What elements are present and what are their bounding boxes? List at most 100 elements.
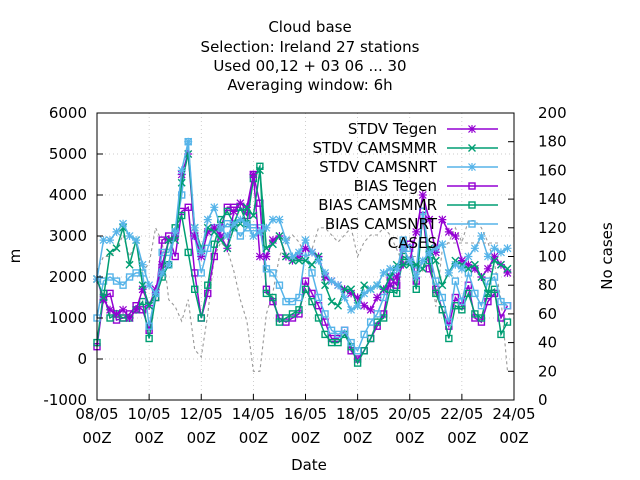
data-point	[386, 281, 395, 290]
data-point	[301, 277, 310, 285]
data-point	[366, 285, 375, 294]
data-point	[184, 248, 192, 257]
data-point	[321, 268, 330, 277]
data-point	[190, 223, 199, 232]
data-point	[464, 260, 473, 269]
data-point	[483, 252, 492, 261]
legend-label: BIAS Tegen	[354, 177, 437, 195]
data-point	[268, 215, 277, 224]
data-point	[360, 301, 369, 310]
data-point	[379, 268, 388, 277]
data-point	[255, 252, 264, 261]
data-point	[262, 265, 271, 273]
data-point	[288, 310, 297, 318]
y2-tick-label: 180	[538, 133, 567, 151]
data-point	[477, 273, 486, 281]
data-point	[399, 260, 408, 269]
data-point	[301, 236, 310, 245]
data-point	[340, 293, 349, 302]
data-point	[164, 236, 173, 245]
data-point	[288, 252, 297, 261]
data-point	[418, 191, 427, 199]
data-point	[497, 330, 505, 339]
data-point	[412, 273, 421, 281]
data-point	[236, 232, 245, 240]
data-point	[145, 301, 154, 310]
data-point	[503, 268, 512, 277]
series-line	[96, 153, 508, 308]
data-point	[483, 264, 492, 273]
data-point	[347, 305, 356, 314]
y2-axis: 0 20 40 60 80 100 120 140 160 180 200	[508, 104, 567, 409]
y2-tick-label: 200	[538, 104, 567, 122]
data-point	[366, 305, 375, 314]
data-point	[496, 248, 505, 257]
data-point	[392, 264, 401, 273]
data-point	[255, 166, 264, 175]
data-point	[112, 244, 121, 253]
data-point	[197, 248, 206, 257]
data-point	[281, 252, 290, 261]
legend-marker	[468, 163, 476, 171]
data-point	[314, 293, 323, 302]
data-point	[308, 260, 317, 269]
x-tick-date: 20/05	[388, 405, 431, 423]
y2-tick-label: 0	[538, 391, 548, 409]
data-point	[458, 297, 466, 306]
y-axis: -1000 0 1000 2000 3000 4000 5000 6000	[43, 104, 103, 409]
data-point	[301, 244, 310, 253]
data-point	[275, 318, 284, 326]
data-point	[334, 330, 342, 339]
data-point	[210, 203, 219, 212]
data-point	[249, 232, 258, 240]
data-point	[112, 227, 121, 236]
data-point	[119, 305, 128, 314]
data-point	[197, 314, 205, 322]
data-point	[99, 295, 108, 304]
data-point	[106, 314, 114, 322]
data-point	[145, 281, 154, 290]
data-point	[432, 277, 440, 285]
data-point	[138, 285, 147, 294]
data-point	[236, 215, 245, 224]
data-point	[412, 285, 420, 293]
data-point	[321, 273, 330, 281]
data-point	[457, 264, 466, 273]
x-tick-date: 12/05	[180, 405, 223, 423]
data-point	[445, 318, 453, 326]
data-point	[405, 256, 414, 265]
data-point	[496, 260, 505, 269]
legend-marker	[468, 182, 476, 190]
y2-tick-label: 140	[538, 190, 567, 208]
data-point	[190, 232, 199, 240]
data-point	[353, 293, 362, 302]
data-point	[444, 268, 453, 277]
data-point	[327, 297, 336, 306]
x-axis-label: Date	[291, 456, 327, 474]
data-point	[171, 227, 180, 236]
y-tick-label: 2000	[49, 268, 87, 286]
data-point	[477, 318, 486, 326]
data-point	[379, 314, 388, 322]
data-point	[314, 314, 323, 322]
data-point	[164, 260, 173, 269]
data-point	[151, 289, 160, 298]
data-point	[294, 256, 303, 265]
data-point	[412, 260, 421, 269]
data-point	[438, 281, 447, 290]
data-point	[262, 223, 271, 232]
series-stdv-camsnrt	[93, 137, 512, 314]
data-point	[431, 244, 440, 253]
data-point	[145, 322, 153, 330]
data-point	[301, 256, 310, 265]
legend-marker	[468, 220, 476, 228]
data-point	[268, 236, 277, 245]
data-point	[393, 289, 401, 298]
data-point	[262, 244, 271, 253]
data-point	[327, 277, 336, 286]
data-point	[334, 338, 342, 347]
data-point	[99, 293, 108, 302]
data-point	[490, 256, 499, 265]
series-bias-camsmmr	[93, 162, 512, 367]
